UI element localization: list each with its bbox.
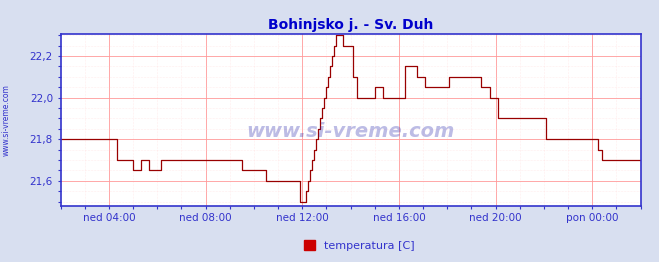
Text: www.si-vreme.com: www.si-vreme.com [2, 85, 11, 156]
Text: www.si-vreme.com: www.si-vreme.com [246, 122, 455, 141]
Legend: temperatura [C]: temperatura [C] [299, 236, 419, 255]
Title: Bohinjsko j. - Sv. Duh: Bohinjsko j. - Sv. Duh [268, 18, 433, 31]
